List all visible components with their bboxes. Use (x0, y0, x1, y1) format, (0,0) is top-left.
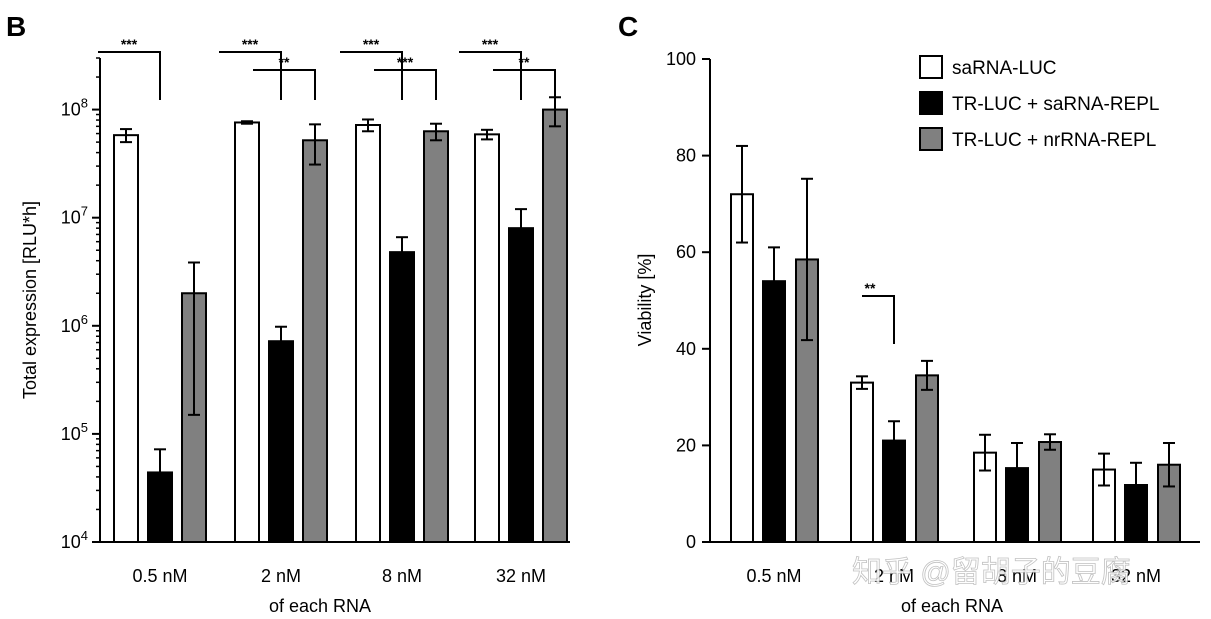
panel-b-significance: *** **************** (98, 36, 556, 100)
panel-b-y-ticks: 104 105 106 107 108 (61, 57, 570, 552)
panel-b-categories: 0.5 nM 2 nM 8 nM 32 nM (132, 566, 546, 586)
panel-b-tick-label: 107 (61, 204, 88, 228)
panel-b-bar (268, 340, 294, 543)
panel-c-legend-swatch (919, 55, 943, 79)
panel-c-bar (730, 193, 754, 544)
panel-c-tick-label: 100 (666, 49, 696, 69)
panel-c-tick-label: 80 (676, 146, 696, 166)
panel-b-significance-bracket (98, 51, 161, 100)
panel-b-bar (508, 227, 534, 544)
panel-c-legend-label: TR-LUC + saRNA-REPL (952, 94, 1159, 115)
panel-b-letter: B (6, 11, 26, 42)
panel-b-significance-bracket (253, 69, 316, 100)
panel-b-significance-label: *** (121, 36, 138, 52)
panel-b-category-label: 0.5 nM (132, 566, 187, 586)
panel-c-categories: 0.5 nM 2 nM 8 nM 32 nM (746, 566, 1161, 586)
panel-b-bar (113, 134, 139, 544)
panel-c-category-label: 32 nM (1111, 566, 1161, 586)
panel-c-tick-label: 20 (676, 435, 696, 455)
panel-b-bar (542, 108, 568, 543)
panel-b-x-axis-label: of each RNA (269, 596, 371, 616)
panel-b-significance-bracket (340, 51, 403, 100)
panel-c-legend-label: saRNA-LUC (952, 58, 1057, 79)
panel-b-tick-label: 108 (61, 96, 88, 120)
panel-c-tick-label: 60 (676, 242, 696, 262)
panel-c-bars (730, 144, 1181, 544)
panel-c-legend: saRNA-LUC TR-LUC + saRNA-REPL TR-LUC + nrR… (919, 55, 1159, 151)
panel-c-tick-label: 0 (686, 532, 696, 552)
panel-c-bar (850, 381, 874, 543)
panel-b-significance-label: *** (482, 36, 499, 52)
panel-c-y-axis-label: Viability [%] (635, 254, 655, 347)
panel-c-category-label: 0.5 nM (746, 566, 801, 586)
panel-b-significance-bracket (493, 69, 556, 100)
panel-c-bar (1038, 441, 1062, 544)
panel-b-bar (181, 292, 207, 543)
panel-b-significance-bracket (374, 69, 437, 100)
panel-b-category-label: 2 nM (261, 566, 301, 586)
panel-b-significance-label: *** (242, 36, 259, 52)
panel-c-tick-label: 40 (676, 339, 696, 359)
panel-b-bars (113, 96, 568, 544)
panel-b-significance-bracket (219, 51, 282, 100)
panel-b-significance-bracket (459, 51, 522, 100)
panel-b-tick-label: 106 (61, 312, 88, 336)
panel-b-bar (234, 121, 260, 543)
panel-b-bar (389, 251, 415, 544)
panel-b-bar (302, 139, 328, 543)
panel-b-category-label: 32 nM (496, 566, 546, 586)
watermark-text: 知乎 @留胡子的豆腐 (852, 556, 1131, 589)
panel-c-x-axis-label: of each RNA (901, 596, 1003, 616)
panel-c-letter: C (618, 11, 638, 42)
panel-c-chart: C Viability [%] of each RNA 0 20 40 60 80 100… (618, 11, 1200, 616)
panel-b-bar (355, 124, 381, 543)
panel-b-tick-label: 104 (61, 528, 88, 552)
panel-c-bar (915, 374, 939, 543)
panel-b-significance-label: ** (279, 54, 290, 70)
panel-c-legend-swatch (919, 127, 943, 151)
panel-c-y-ticks: 0 20 40 60 80 100 (666, 49, 1200, 552)
panel-c-significance-label: ** (865, 280, 876, 296)
panel-b-tick-label: 105 (61, 420, 88, 444)
panel-c-legend-label: TR-LUC + nrRNA-REPL (952, 130, 1156, 151)
panel-c-category-label: 8 nM (997, 566, 1037, 586)
panel-b-significance-label: ** (519, 54, 530, 70)
panel-b-chart: B Total expression [RLU*h] of each RNA 1… (6, 11, 570, 616)
panel-b-significance-label: *** (363, 36, 380, 52)
panel-c-category-label: 2 nM (874, 566, 914, 586)
panel-c-significance: ** (862, 280, 895, 344)
panel-b-significance-label: *** (397, 54, 414, 70)
panel-b-y-axis-label: Total expression [RLU*h] (20, 201, 40, 399)
panel-c-significance-bracket (862, 295, 895, 344)
panel-c-bar (762, 280, 786, 543)
panel-c-legend-swatch (919, 91, 943, 115)
panel-b-category-label: 8 nM (382, 566, 422, 586)
panel-b-bar (474, 133, 500, 544)
panel-b-bar (423, 130, 449, 543)
